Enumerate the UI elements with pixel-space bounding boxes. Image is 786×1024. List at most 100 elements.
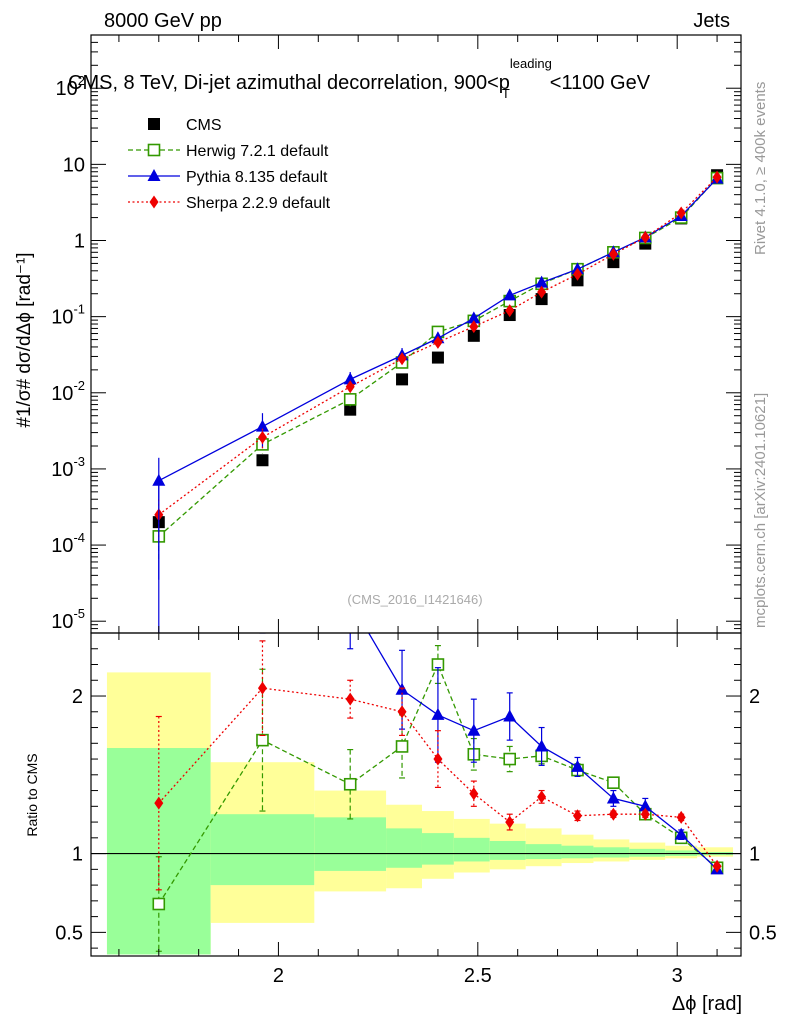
- ratio-band-inner: [314, 817, 387, 871]
- ratio-point-sherpa: [712, 859, 722, 873]
- header-left: 8000 GeV pp: [104, 10, 222, 32]
- ratio-band-inner: [386, 828, 422, 868]
- svg-text:CMS, 8 TeV, Di-jet azimuthal d: CMS, 8 TeV, Di-jet azimuthal decorrelati…: [68, 56, 651, 101]
- ratio-point-pythia: [431, 707, 445, 720]
- y-main-tick-label: 10-2: [51, 378, 85, 405]
- y-main-tick-label: 10-1: [51, 302, 85, 329]
- ratio-point-sherpa: [537, 790, 547, 804]
- ratio-point-pythia: [571, 759, 585, 772]
- point-herwig: [343, 393, 357, 406]
- y-main-tick-label: 1: [74, 231, 85, 253]
- point-sherpa: [397, 352, 407, 366]
- chart-title-suffix: <1100 GeV: [550, 72, 651, 94]
- point-sherpa: [573, 267, 583, 281]
- ratio-band-inner: [561, 845, 594, 859]
- main-panel-series: [152, 169, 724, 633]
- legend-label-herwig: Herwig 7.2.1 default: [186, 143, 329, 160]
- point-cms: [256, 454, 269, 467]
- point-pythia: [152, 473, 166, 486]
- ratio-band-inner: [453, 837, 490, 862]
- ratio-point-herwig: [152, 897, 166, 911]
- x-tick-label: 2: [273, 965, 284, 987]
- ratio-band-inner: [629, 848, 666, 857]
- ratio-point-pythia: [467, 723, 481, 736]
- point-cms: [467, 329, 480, 342]
- x-axis-label: Δϕ [rad]: [672, 993, 742, 1015]
- ratio-band-inner: [210, 814, 315, 886]
- ratio-point-pythia: [606, 791, 620, 804]
- point-pythia: [467, 311, 481, 324]
- ratio-band-inner: [489, 840, 526, 860]
- point-pythia: [535, 275, 549, 288]
- y-main-tick-label: 10-4: [51, 530, 85, 557]
- point-cms: [431, 351, 444, 364]
- ratio-band-inner: [525, 844, 562, 860]
- analysis-watermark: (CMS_2016_I1421646): [347, 592, 482, 607]
- ratio-point-pythia: [503, 709, 517, 722]
- y-axis-label-main: #1/σ# dσ/dΔϕ [rad⁻¹]: [14, 252, 35, 427]
- ratio-point-pythia: [256, 563, 269, 575]
- point-cms: [607, 256, 620, 269]
- ratio-frame: [90, 632, 742, 957]
- point-pythia: [503, 288, 517, 301]
- ratio-point-sherpa: [469, 787, 479, 801]
- point-cms: [344, 403, 357, 416]
- legend-marker-pythia: [147, 169, 161, 181]
- ratio-band-inner: [106, 748, 211, 955]
- ratio-point-pythia: [674, 827, 688, 840]
- chart-title-sub: T: [502, 86, 510, 101]
- point-sherpa: [640, 230, 650, 244]
- point-sherpa: [433, 335, 443, 349]
- point-sherpa: [608, 247, 618, 261]
- ratio-point-herwig: [607, 776, 620, 789]
- ratio-point-herwig: [343, 777, 357, 791]
- y-main-tick-label: 10-3: [51, 454, 85, 481]
- y-main-tick-label: 10: [63, 154, 85, 176]
- point-cms: [396, 373, 409, 386]
- y-ratio-tick-label-right: 1: [749, 844, 760, 866]
- rivet-label: Rivet 4.1.0, ≥ 400k events: [752, 82, 769, 255]
- chart-title-sup: leading: [510, 56, 552, 71]
- y-ratio-tick-label-left: 0.5: [55, 922, 83, 944]
- ratio-point-sherpa: [154, 796, 164, 810]
- ratio-point-sherpa: [433, 752, 443, 766]
- point-sherpa: [345, 380, 355, 394]
- ratio-point-sherpa: [257, 681, 267, 695]
- ratio-band-inner: [421, 833, 454, 865]
- ratio-band-inner: [593, 847, 630, 858]
- ratio-point-sherpa: [397, 705, 407, 719]
- y-axis-label-ratio: Ratio to CMS: [24, 753, 40, 836]
- point-sherpa: [712, 170, 722, 184]
- point-sherpa: [469, 320, 479, 334]
- y-ratio-tick-label-right: 2: [749, 686, 760, 708]
- point-sherpa: [505, 304, 515, 318]
- ratio-point-pythia: [535, 739, 549, 752]
- legend-marker-sherpa: [149, 195, 159, 209]
- x-tick-label: 3: [672, 965, 683, 987]
- legend-marker-cms: [148, 118, 160, 130]
- point-pythia: [255, 419, 269, 432]
- y-ratio-tick-label-left: 1: [72, 844, 83, 866]
- legend-label-cms: CMS: [186, 117, 222, 134]
- point-cms: [535, 293, 548, 306]
- header-right: Jets: [693, 10, 730, 32]
- chart-title: CMS, 8 TeV, Di-jet azimuthal decorrelati…: [68, 56, 651, 101]
- y-ratio-tick-label-left: 2: [72, 686, 83, 708]
- y-main-tick-label: 10-5: [51, 606, 85, 633]
- point-pythia: [343, 372, 357, 385]
- axis-tick-labels: 2 2.5 3 10-5 10-4 10-3 10-2 10-1 1 10 102 0.5 0.5 1 1 2…: [51, 73, 777, 987]
- ratio-point-sherpa: [505, 815, 515, 829]
- ratio-point-pythia: [638, 799, 652, 812]
- legend: CMS Herwig 7.2.1 default Pythia 8.135 defa…: [128, 117, 331, 212]
- y-ratio-tick-label-right: 0.5: [749, 922, 777, 944]
- point-sherpa: [257, 430, 267, 444]
- y-main-tick-label: 102: [56, 73, 85, 100]
- chart-title-prefix: CMS, 8 TeV, Di-jet azimuthal decorrelati…: [68, 72, 510, 94]
- ratio-point-herwig: [256, 733, 269, 747]
- ratio-point-sherpa: [608, 807, 618, 821]
- ratio-point-sherpa: [676, 810, 686, 824]
- ratio-panel-series: [152, 563, 724, 952]
- legend-marker-herwig: [147, 143, 161, 157]
- point-sherpa: [537, 285, 547, 299]
